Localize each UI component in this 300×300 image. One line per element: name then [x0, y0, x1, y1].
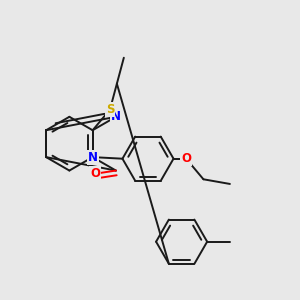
Text: N: N — [111, 110, 121, 123]
Text: S: S — [106, 103, 114, 116]
Text: O: O — [181, 152, 191, 165]
Text: O: O — [90, 167, 100, 180]
Text: N: N — [88, 151, 98, 164]
